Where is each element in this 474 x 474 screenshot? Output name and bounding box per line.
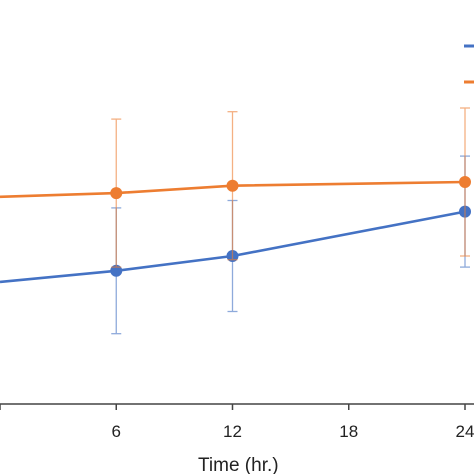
legend-cropped (464, 44, 474, 84)
data-point (110, 264, 123, 277)
x-axis-title: Time (hr.) (198, 455, 279, 474)
x-tick-label: 18 (339, 422, 358, 441)
data-point (226, 179, 239, 192)
x-tick-label: 6 (112, 422, 121, 441)
series-layer (0, 107, 471, 335)
data-point (110, 187, 123, 200)
x-tick-layer: 6 12 18 24 (0, 404, 474, 441)
series-line (0, 180, 466, 199)
series-2 (0, 107, 471, 268)
series-line (0, 210, 466, 284)
data-point (459, 176, 471, 188)
x-tick-label: 12 (223, 422, 242, 441)
x-tick-label: 24 (456, 422, 474, 441)
